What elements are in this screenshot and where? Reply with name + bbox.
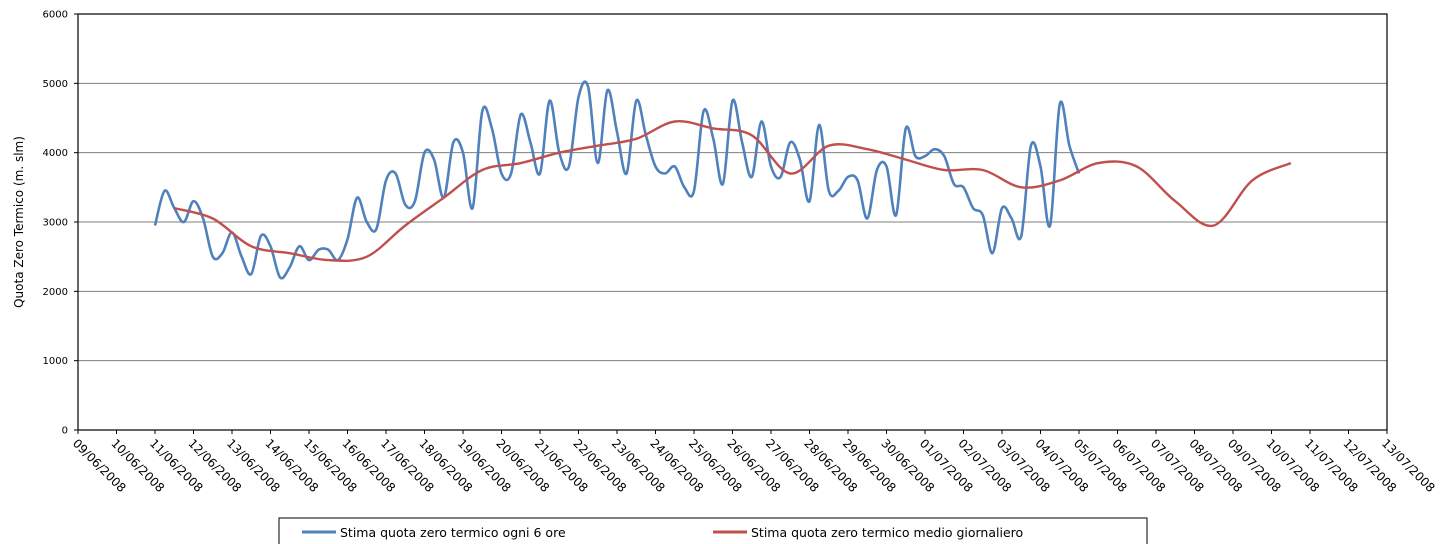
y-axis-label: Quota Zero Termico (m. slm) xyxy=(12,136,26,308)
y-tick-label: 5000 xyxy=(43,79,68,90)
y-tick-label: 6000 xyxy=(43,10,68,21)
y-tick-label: 2000 xyxy=(43,287,68,298)
y-tick-label: 4000 xyxy=(43,148,68,159)
series-line-daily xyxy=(173,119,1292,262)
legend-label-daily: Stima quota zero termico medio giornalie… xyxy=(751,525,1023,540)
y-tick-label: 3000 xyxy=(43,218,68,229)
y-tick-label: 0 xyxy=(62,426,68,437)
y-tick-label: 1000 xyxy=(43,356,68,367)
legend: Stima quota zero termico ogni 6 ore Stim… xyxy=(278,517,1148,544)
series-line-6h xyxy=(153,80,1081,280)
gridlines xyxy=(78,82,1387,362)
series-lines xyxy=(153,80,1292,280)
legend-label-6h: Stima quota zero termico ogni 6 ore xyxy=(340,525,566,540)
y-axis-ticks: 0 1000 2000 3000 4000 5000 6000 xyxy=(43,10,78,437)
x-axis-ticks: 09/06/200810/06/200811/06/200812/06/2008… xyxy=(70,430,1438,495)
